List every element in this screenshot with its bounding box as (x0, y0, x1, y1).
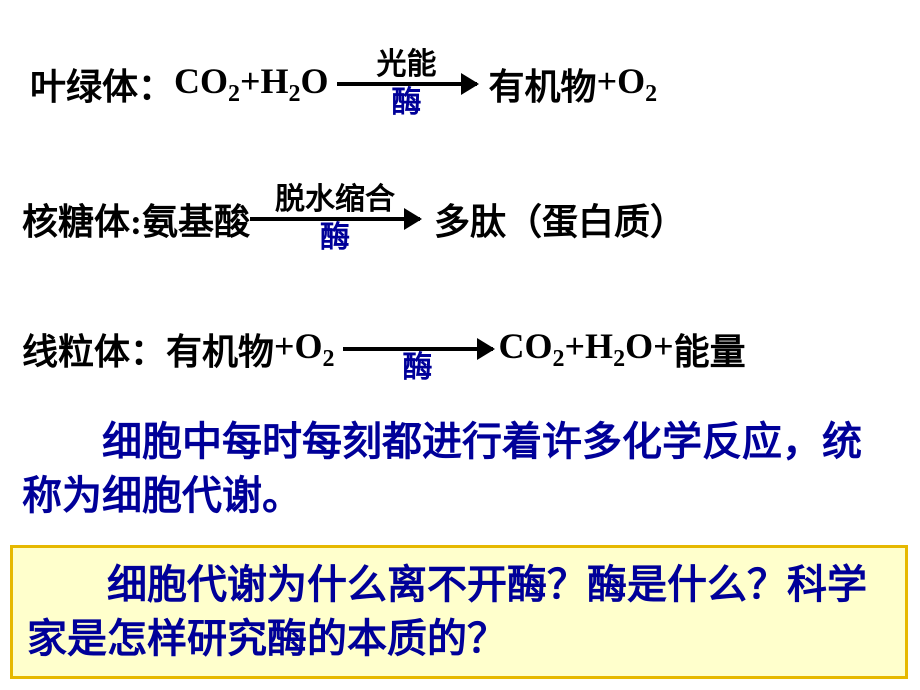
eq2-arrow-bottom: 酶 (320, 223, 350, 253)
equation-mitochondria: 线粒体： 有机物 +O2 酶 CO2+H2O+ 能量 (22, 315, 746, 383)
eq3-left-formula: +O2 (274, 325, 335, 373)
eq2-arrow: 脱水缩合 酶 (250, 185, 420, 253)
para1-text: 细胞中每时每刻都进行着许多化学反应，统称为细胞代谢。 (22, 420, 862, 518)
eq1-arrow-top: 光能 (377, 50, 437, 80)
eq2-right: 多肽（蛋白质） (434, 193, 686, 245)
eq1-label: 叶绿体： (30, 58, 174, 110)
eq2-left: 氨基酸 (142, 193, 250, 245)
highlight-question-box: 细胞代谢为什么离不开酶？酶是什么？科学家是怎样研究酶的本质的？ (10, 545, 908, 679)
eq2-arrow-top: 脱水缩合 (275, 185, 395, 215)
arrow-line (250, 217, 420, 221)
paragraph-questions: 细胞代谢为什么离不开酶？酶是什么？科学家是怎样研究酶的本质的？ (27, 558, 891, 666)
eq3-right-formula: CO2+H2O+ (499, 325, 674, 373)
eq2-label: 核糖体: (22, 193, 142, 245)
arrow-line (343, 347, 493, 351)
para2-indent (27, 563, 107, 607)
eq1-right-formula: +O2 (597, 60, 658, 108)
eq3-arrow: 酶 (343, 315, 493, 383)
eq1-arrow: 光能 酶 (337, 50, 477, 118)
paragraph-metabolism: 细胞中每时每刻都进行着许多化学反应，统称为细胞代谢。 (22, 415, 892, 523)
eq3-right-cn: 能量 (674, 323, 746, 375)
equation-ribosome: 核糖体: 氨基酸 脱水缩合 酶 多肽（蛋白质） (22, 185, 686, 253)
para2-text: 细胞代谢为什么离不开酶？酶是什么？科学家是怎样研究酶的本质的？ (27, 563, 867, 661)
eq1-left: CO2+H2O (174, 60, 329, 108)
arrow-line (337, 82, 477, 86)
eq3-arrow-bottom: 酶 (403, 353, 433, 383)
para1-indent (22, 420, 102, 464)
eq1-right-cn: 有机物 (489, 58, 597, 110)
equation-chloroplast: 叶绿体： CO2+H2O 光能 酶 有机物 +O2 (30, 50, 657, 118)
eq1-arrow-bottom: 酶 (392, 88, 422, 118)
eq3-left-cn: 有机物 (166, 323, 274, 375)
eq3-label: 线粒体： (22, 323, 166, 375)
